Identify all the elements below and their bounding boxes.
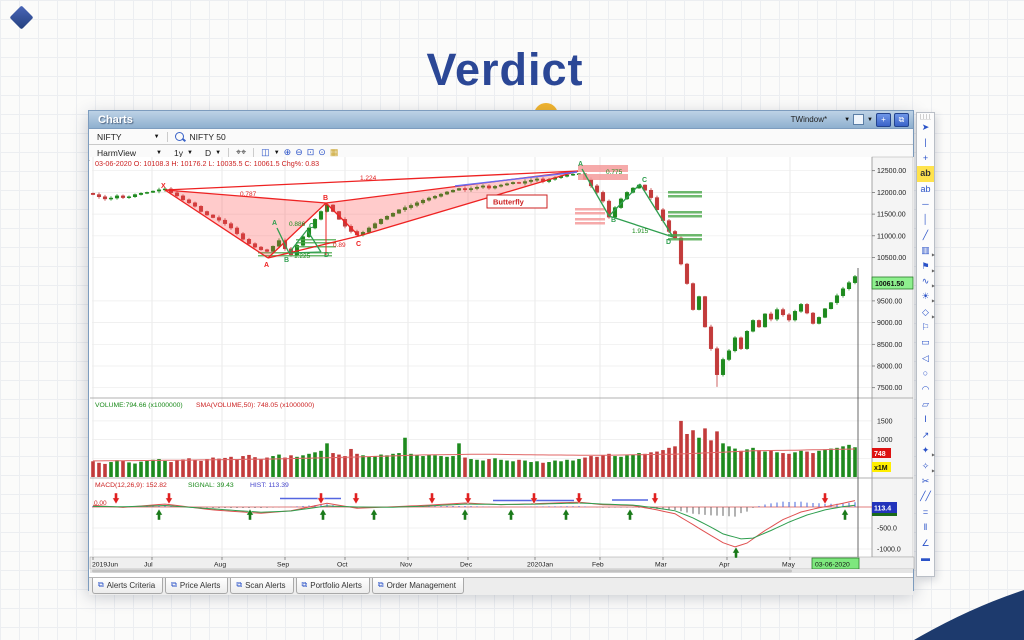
text-label-icon[interactable]: ab: [920, 183, 931, 194]
rectangle-icon[interactable]: ▭: [921, 337, 930, 348]
range-select[interactable]: 1y: [174, 147, 183, 158]
pattern-detect-icon[interactable]: ✧ ▶: [921, 460, 935, 473]
template-dropdown-icon[interactable]: ▼: [844, 116, 851, 123]
magic-wand-icon[interactable]: ✦ ▶: [921, 445, 935, 458]
tab-icon: ⧉: [301, 580, 308, 589]
annotate-highlight-icon[interactable]: ab: [917, 166, 934, 182]
color-dropdown-icon[interactable]: ▼: [867, 116, 873, 123]
interval-select[interactable]: D: [204, 147, 212, 158]
charts-window: Charts TWindow* ▼ ▼ + ⧉ NIFTY ▼ NIFTY 50…: [88, 110, 914, 595]
text-cursor-icon[interactable]: I: [924, 414, 927, 425]
symbol-select[interactable]: NIFTY: [97, 131, 122, 142]
window-arrange-button[interactable]: +: [876, 112, 891, 127]
flag-pattern-icon[interactable]: ⚑ ▶: [921, 260, 935, 273]
layout-dropdown-icon[interactable]: ▼: [273, 149, 280, 156]
zoom-out-icon[interactable]: ⊖: [295, 147, 303, 157]
corner-decoration: [914, 590, 1024, 640]
color-swatch[interactable]: [853, 114, 865, 125]
symbol-toolbar: NIFTY ▼ NIFTY 50: [89, 129, 913, 145]
view-dropdown-icon[interactable]: ▼: [156, 149, 162, 156]
bottom-tabs: ⧉ Alerts Criteria ⧉ Price Alerts ⧉ Scan …: [89, 577, 913, 595]
double-bars-icon[interactable]: ‖: [923, 522, 928, 533]
bars-pattern-icon[interactable]: ▥ ▶: [921, 245, 935, 258]
range-dropdown-icon[interactable]: ▼: [186, 149, 193, 156]
parallelogram-icon[interactable]: ▱: [922, 399, 929, 410]
drawing-toolbar: ➤ | + ab ab ─ │ ╱ ▥ ▶ ⚑ ▶ ∿ ▶ ☀ ▶ ◇ ▶ ⚐ ▭ ◁ ○ ◠ ▱ I ↗ ✦ ▶ ✧ ▶ ✂ ╱╱ = ‖ ∠ ▬: [916, 112, 935, 577]
window-titlebar[interactable]: Charts TWindow* ▼ ▼ + ⧉: [89, 111, 913, 129]
tab-price-alerts[interactable]: ⧉ Price Alerts: [165, 578, 229, 594]
tab-portfolio-alerts[interactable]: ⧉ Portfolio Alerts: [295, 578, 370, 594]
horizontal-line-icon[interactable]: ─: [922, 198, 929, 209]
scissors-icon[interactable]: ✂: [921, 475, 930, 486]
arrow-tool-icon[interactable]: ↗: [921, 429, 930, 440]
page-title: Verdict: [426, 44, 584, 95]
ruler-icon[interactable]: ▬: [921, 552, 930, 563]
polygon-icon[interactable]: ◇ ▶: [922, 306, 935, 319]
chart-area[interactable]: [89, 161, 913, 577]
arc-icon[interactable]: ◠: [921, 383, 930, 394]
symbol-dropdown-icon[interactable]: ▼: [153, 133, 160, 140]
pointer-tool-icon[interactable]: ➤: [921, 122, 930, 132]
fan-lines-icon[interactable]: ☀ ▶: [921, 291, 935, 304]
view-toolbar: HarmView ▼ 1y ▼ D ▼ ⌖⌖ ◫ ▼ ⊕ ⊖ ⊡ ⊙ ▦: [89, 145, 913, 161]
tab-icon: ⧉: [171, 580, 177, 589]
vertical-cursor-icon[interactable]: |: [924, 137, 927, 148]
window-template-selector[interactable]: TWindow*: [790, 115, 828, 124]
snapshot-icon[interactable]: ▦: [329, 147, 339, 157]
zoom-reset-icon[interactable]: ⊙: [318, 147, 326, 157]
tab-order-management[interactable]: ⧉ Order Management: [371, 578, 464, 594]
view-select[interactable]: HarmView: [97, 147, 137, 158]
ellipse-icon[interactable]: ○: [922, 368, 929, 379]
angle-tool-icon[interactable]: ∠: [921, 537, 930, 548]
symbol-full-name: NIFTY 50: [189, 131, 226, 142]
zoom-in-icon[interactable]: ⊕: [283, 147, 292, 157]
tab-icon: ⧉: [98, 580, 104, 589]
vertical-line-icon[interactable]: │: [922, 214, 929, 225]
logo-diamond-icon: [9, 5, 34, 30]
binoculars-icon[interactable]: ⌖⌖: [236, 147, 247, 157]
window-title: Charts: [98, 113, 133, 126]
toolbar-grip[interactable]: [920, 114, 931, 120]
trend-line-icon[interactable]: ╱: [922, 229, 929, 240]
parallel-lines-icon[interactable]: ╱╱: [920, 491, 931, 502]
triangle-icon[interactable]: ◁: [922, 352, 929, 363]
tab-scan-alerts[interactable]: ⧉ Scan Alerts: [230, 578, 294, 594]
search-icon[interactable]: [174, 132, 184, 141]
tab-icon: ⧉: [377, 580, 384, 589]
layout-icon[interactable]: ◫: [261, 147, 270, 157]
crosshair-icon[interactable]: +: [922, 152, 929, 163]
zigzag-icon[interactable]: ∿ ▶: [921, 275, 935, 288]
window-maximize-button[interactable]: ⧉: [894, 112, 909, 127]
equal-channel-icon[interactable]: =: [922, 506, 929, 517]
tab-alerts-criteria[interactable]: ⧉ Alerts Criteria: [92, 578, 164, 594]
zoom-box-icon[interactable]: ⊡: [306, 147, 315, 157]
interval-dropdown-icon[interactable]: ▼: [215, 149, 222, 156]
pitchfork-icon[interactable]: ⚐: [921, 322, 930, 333]
tab-icon: ⧉: [236, 580, 243, 589]
